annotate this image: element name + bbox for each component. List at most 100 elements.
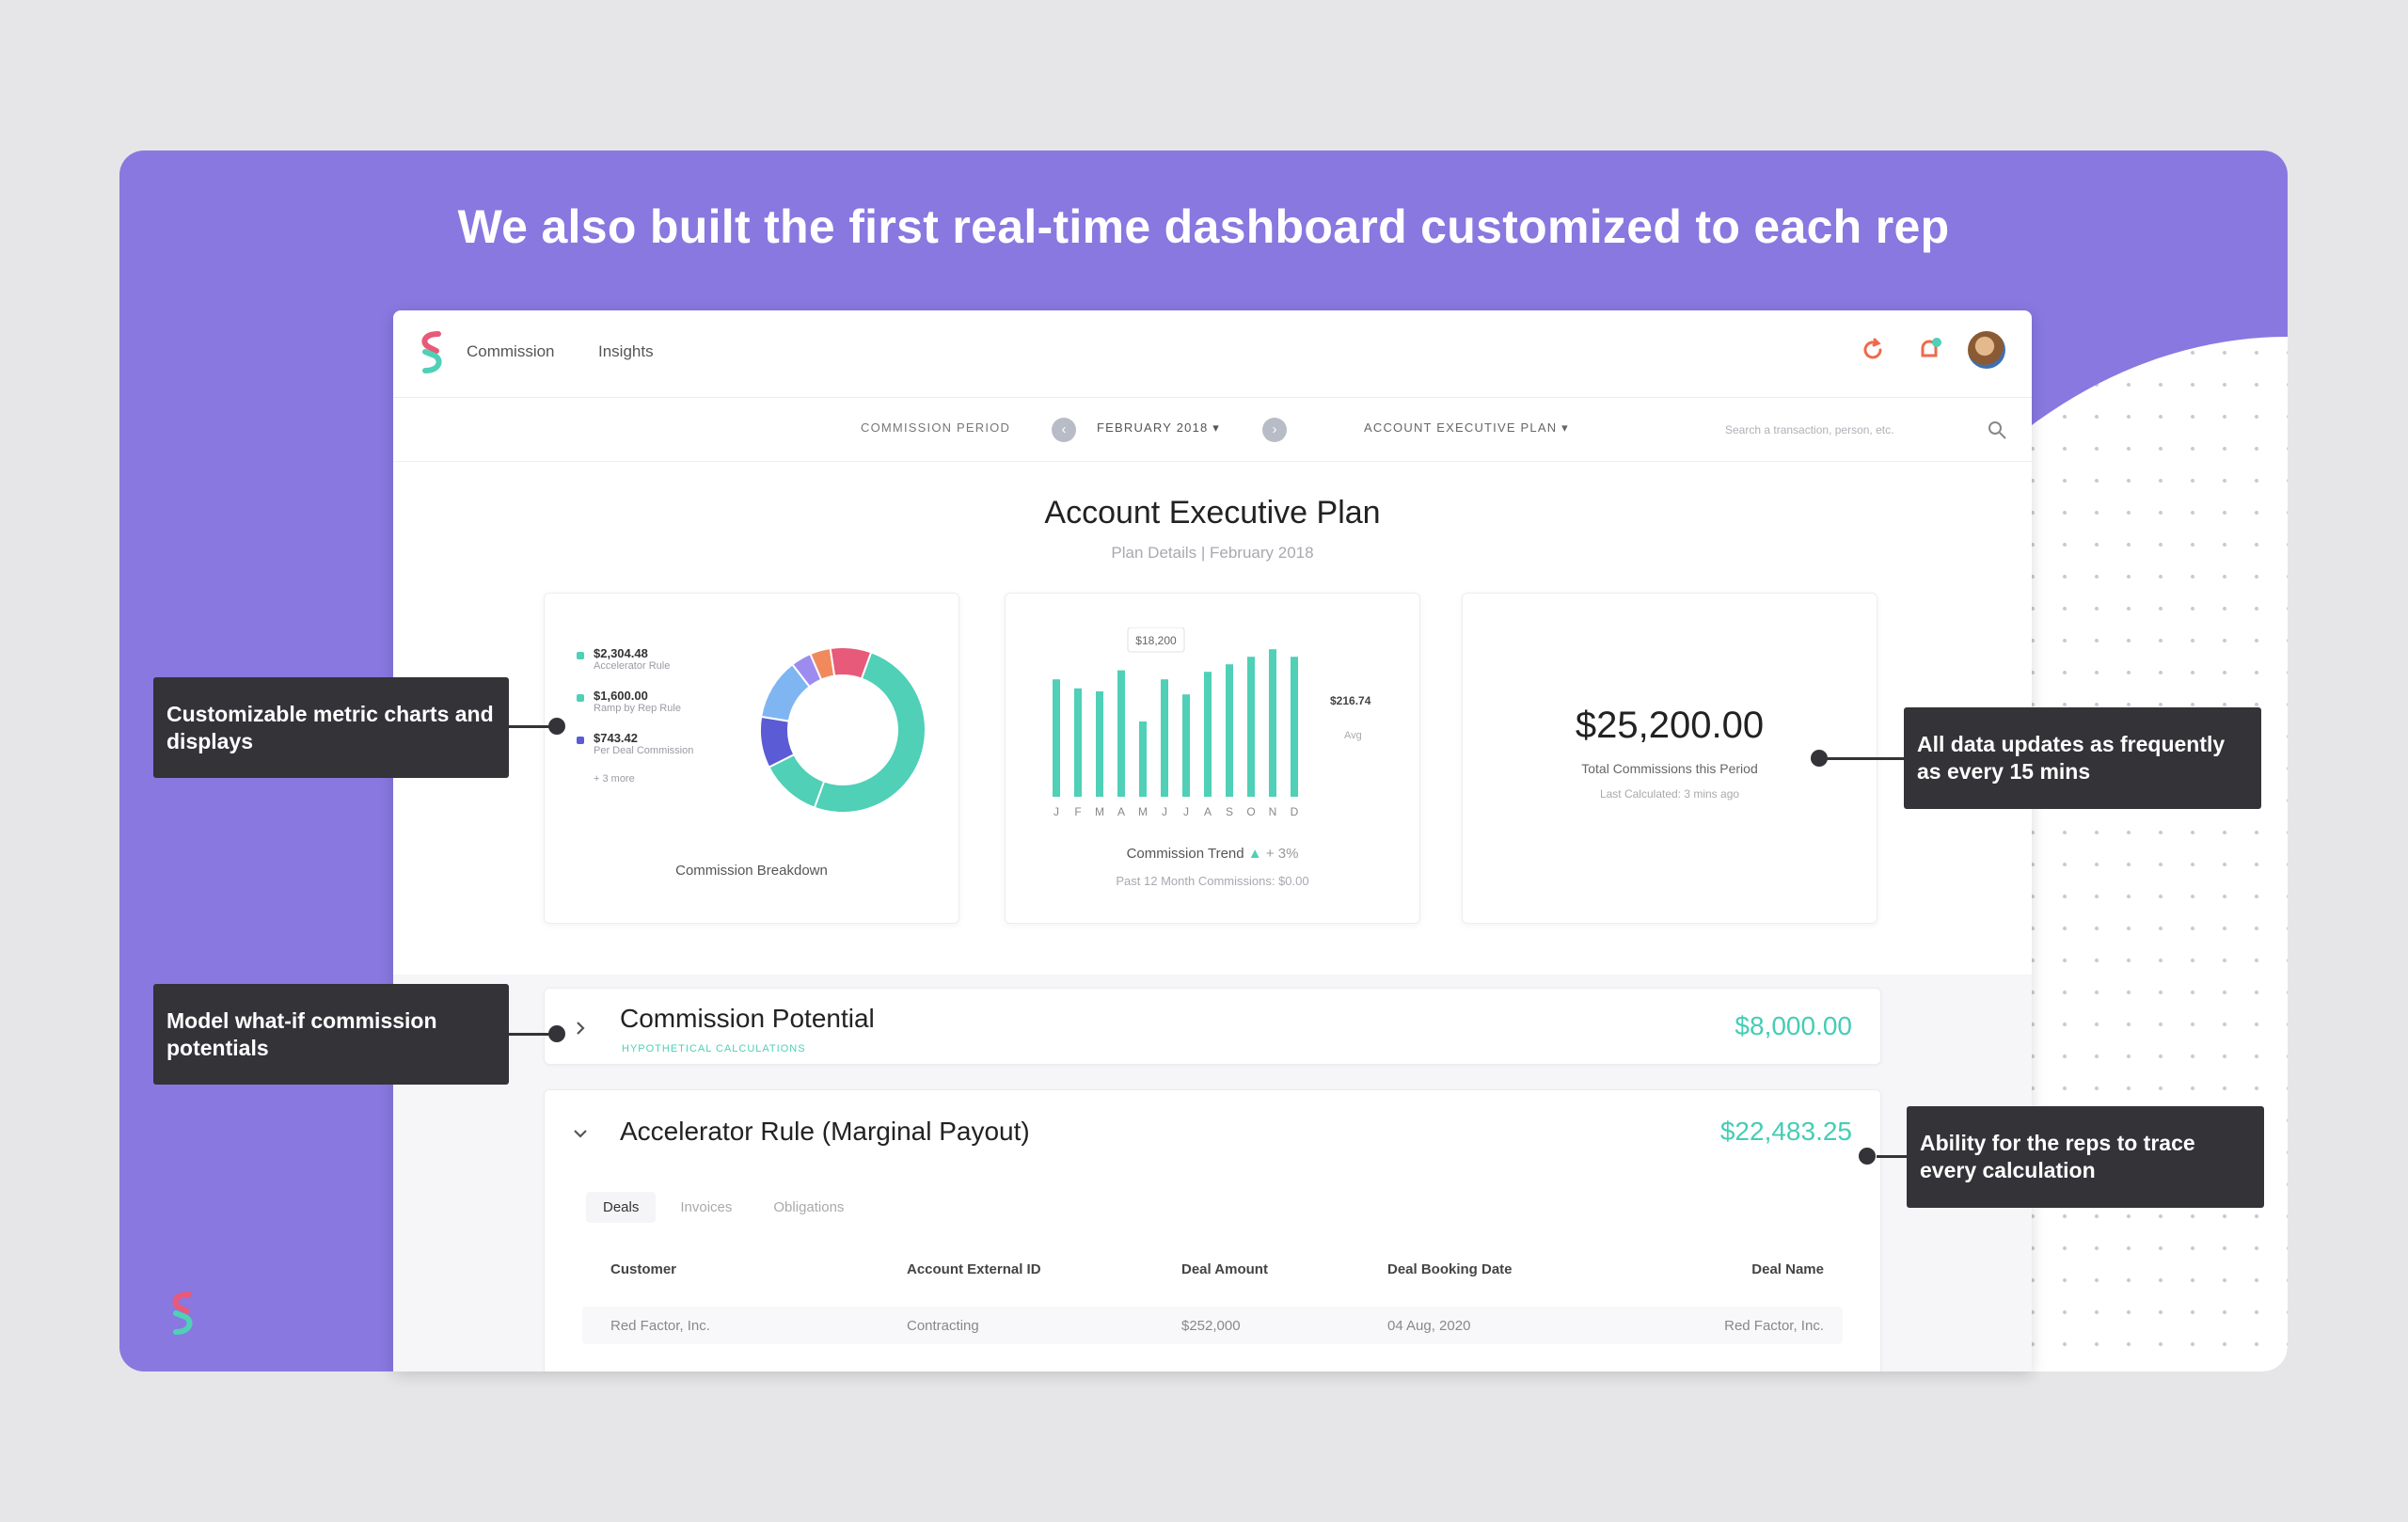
total-commission-amount: $25,200.00 [1575,705,1765,746]
chart-bar[interactable] [1053,679,1060,797]
top-navigation: Commission Insights [393,310,2032,398]
callout-connector [1819,757,1904,760]
chart-bar[interactable] [1096,691,1103,797]
table-header: Customer Account External ID Deal Amount… [582,1250,1843,1288]
chart-bar[interactable] [1269,649,1276,797]
cell-deal-name: Red Factor, Inc. [1724,1318,1824,1334]
filter-bar: COMMISSION PERIOD ‹ FEBRUARY 2018 ▾ › AC… [393,397,2032,462]
callout-connector [509,725,556,728]
accelerator-rule-title: Accelerator Rule (Marginal Payout) [620,1117,1030,1146]
x-tick-label: J [1054,805,1059,818]
last-calculated-text: Last Calculated: 3 mins ago [1599,787,1740,801]
chart-bar[interactable] [1074,688,1082,797]
trend-caption: Commission Trend ▲ + 3% [1006,846,1419,862]
next-period-button[interactable]: › [1262,418,1287,442]
chevron-down-icon[interactable] [573,1126,588,1141]
chart-bar[interactable] [1117,670,1125,797]
callout-dot [1811,750,1828,767]
callout-dot [548,1025,565,1042]
notification-bell-icon[interactable] [1911,332,1947,368]
breakdown-legend: $2,304.48 Accelerator Rule $1,600.00 Ram… [577,646,755,785]
x-tick-label: J [1162,805,1167,818]
legend-item: $743.42 Per Deal Commission [577,731,755,756]
column-header-account-id[interactable]: Account External ID [907,1261,1041,1277]
accelerator-rule-section: Accelerator Rule (Marginal Payout) $22,4… [544,1089,1881,1371]
chart-bar[interactable] [1226,664,1233,797]
plan-value: ACCOUNT EXECUTIVE PLAN [1364,420,1558,435]
trend-subtext: Past 12 Month Commissions: $0.00 [1116,874,1309,888]
plan-subtitle: Plan Details | February 2018 [1111,544,1314,562]
chart-bar[interactable] [1247,657,1255,797]
breakdown-caption: Commission Breakdown [675,863,828,879]
cell-deal-amount: $252,000 [1181,1318,1241,1334]
chart-bar[interactable] [1291,657,1298,797]
legend-label: Ramp by Rep Rule [594,703,681,714]
chart-bar[interactable] [1182,694,1190,797]
app-logo-icon[interactable] [418,329,446,374]
x-tick-label: N [1269,805,1277,818]
x-tick-label: D [1291,805,1299,818]
chart-bar[interactable] [1139,721,1147,797]
legend-label: Accelerator Rule [594,660,671,672]
nav-commission[interactable]: Commission [467,342,555,360]
accelerator-rule-amount: $22,483.25 [1719,1117,1852,1146]
total-commissions-card[interactable]: $25,200.00 Total Commissions this Period… [1462,593,1877,924]
detail-tabs: Deals Invoices Obligations [586,1192,861,1223]
donut-slice[interactable] [813,651,927,814]
commission-potential-row[interactable]: Commission Potential Hypothetical Calcul… [544,988,1881,1065]
legend-value: $743.42 [594,731,638,745]
chart-bar[interactable] [1204,672,1212,797]
chart-bar[interactable] [1161,679,1168,797]
search-input[interactable]: Search a transaction, person, etc. [1725,414,2007,446]
trend-right-value: $216.74 [1330,694,1371,707]
trend-change: + 3% [1265,846,1299,862]
headline: We also built the first real-time dashbo… [457,200,1950,253]
previous-period-button[interactable]: ‹ [1052,418,1076,442]
legend-marker [577,694,584,702]
tab-obligations[interactable]: Obligations [773,1199,845,1215]
commission-trend-card[interactable]: J F M A M J J A S O N D $18,200 $216.74 Avg Commission… [1005,593,1420,924]
chevron-right-icon[interactable] [573,1021,588,1036]
x-tick-label: A [1117,805,1125,818]
plan-dropdown[interactable]: ACCOUNT EXECUTIVE PLAN ▾ [1364,420,1569,435]
bar-tooltip: $18,200 [1127,627,1185,653]
callout-data-updates: All data updates as frequently as every … [1904,707,2261,809]
refresh-icon[interactable] [1855,332,1891,368]
column-header-deal-name[interactable]: Deal Name [1751,1261,1824,1277]
search-icon[interactable] [1987,420,2007,440]
donut-slice[interactable] [829,646,873,680]
nav-insights[interactable]: Insights [598,342,654,360]
plan-title: Account Executive Plan [1044,495,1381,531]
column-header-customer[interactable]: Customer [610,1261,677,1277]
commission-potential-title: Commission Potential [620,1004,875,1033]
total-commission-label: Total Commissions this Period [1581,761,1758,776]
callout-connector [509,1033,556,1036]
x-tick-label: O [1246,805,1255,818]
callout-what-if: Model what-if commission potentials [153,984,509,1085]
callout-dot [548,718,565,735]
legend-value: $2,304.48 [594,646,648,660]
trend-right-sub: Avg [1344,730,1362,741]
column-header-deal-amount[interactable]: Deal Amount [1181,1261,1268,1277]
legend-label: Per Deal Commission [594,745,694,756]
callout-connector [1877,1155,1907,1158]
tab-deals[interactable]: Deals [586,1192,657,1223]
table-row[interactable]: Red Factor, Inc. Contracting $252,000 04… [582,1307,1843,1344]
top-icons [1855,331,2005,369]
x-tick-label: A [1204,805,1212,818]
callout-metric-charts: Customizable metric charts and displays [153,677,509,778]
search-placeholder: Search a transaction, person, etc. [1725,423,1894,436]
column-header-booking-date[interactable]: Deal Booking Date [1387,1261,1513,1277]
x-tick-label: J [1183,805,1189,818]
period-dropdown[interactable]: FEBRUARY 2018 ▾ [1097,420,1220,435]
trend-up-icon: ▲ [1247,846,1262,862]
commission-breakdown-card[interactable]: $2,304.48 Accelerator Rule $1,600.00 Ram… [544,593,959,924]
brand-logo-icon [172,1292,193,1335]
legend-more-link[interactable]: + 3 more [594,773,635,785]
cell-account-id: Contracting [907,1318,979,1334]
commission-potential-subtitle: Hypothetical Calculations [622,1043,806,1054]
x-tick-label: F [1074,805,1081,818]
user-avatar[interactable] [1968,331,2005,369]
tab-invoices[interactable]: Invoices [680,1199,733,1215]
legend-marker [577,737,584,744]
